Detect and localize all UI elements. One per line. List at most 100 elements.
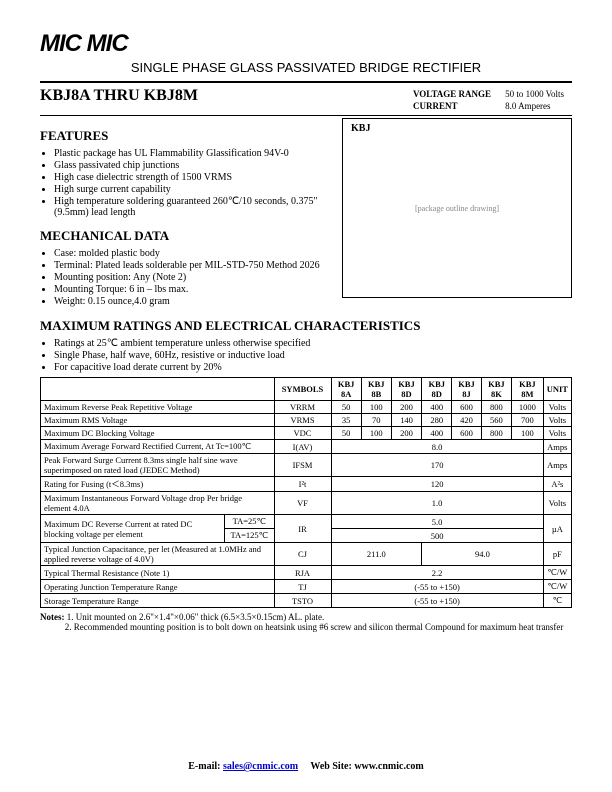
divider	[40, 115, 572, 116]
param-cell: Maximum DC Reverse Current at rated DC b…	[41, 515, 225, 543]
value-cell: 800	[481, 427, 512, 440]
site-label: Web Site:	[310, 761, 351, 772]
symbol-cell: VDC	[274, 427, 331, 440]
unit-cell: ℃/W	[543, 580, 571, 594]
param-cell: Maximum DC Blocking Voltage	[41, 427, 275, 440]
symbol-cell: CJ	[274, 543, 331, 566]
param-cell: Typical Junction Capacitance, per let (M…	[41, 543, 275, 566]
value-cell: 400	[422, 401, 452, 414]
range-block: VOLTAGE RANGE 50 to 1000 Volts CURRENT 8…	[405, 87, 572, 113]
current-label: CURRENT	[407, 101, 497, 111]
list-item: Weight: 0.15 ounce,4.0 gram	[54, 296, 332, 307]
note-1: 1. Unit mounted on 2.6"×1.4"×0.06" thick…	[67, 612, 325, 622]
cond-cell: TA=25℃	[225, 515, 274, 529]
value-cell: 8.0	[331, 440, 543, 454]
current-value: 8.0 Amperes	[499, 101, 570, 111]
symbol-cell: TSTO	[274, 594, 331, 608]
value-cell: 2.2	[331, 566, 543, 580]
ratings-table: SYMBOLSKBJ 8AKBJ 8BKBJ 8DKBJ 8DKBJ 8JKBJ…	[40, 377, 572, 608]
param-cell: Maximum Average Forward Rectified Curren…	[41, 440, 275, 454]
value-cell: (-55 to +150)	[331, 580, 543, 594]
value-cell: 50	[331, 401, 361, 414]
value-cell: 700	[512, 414, 544, 427]
site-url: www.cnmic.com	[354, 761, 423, 772]
divider	[40, 81, 572, 83]
email-link[interactable]: sales@cnmic.com	[223, 761, 298, 772]
header-row: KBJ8A THRU KBJ8M VOLTAGE RANGE 50 to 100…	[40, 87, 572, 113]
symbol-cell: RJA	[274, 566, 331, 580]
param-cell: Maximum Reverse Peak Repetitive Voltage	[41, 401, 275, 414]
value-cell: 600	[452, 401, 481, 414]
value-cell: 100	[512, 427, 544, 440]
unit-cell: µA	[543, 515, 571, 543]
cond-cell: TA=125℃	[225, 529, 274, 543]
value-cell: 400	[422, 427, 452, 440]
value-cell: 35	[331, 414, 361, 427]
ratings-notes-above: Ratings at 25℃ ambient temperature unles…	[54, 338, 572, 373]
email-label: E-mail:	[188, 761, 220, 772]
list-item: For capacitive load derate current by 20…	[54, 362, 572, 373]
value-cell: 500	[331, 529, 543, 543]
table-header: KBJ 8B	[361, 378, 391, 401]
features-list: Plastic package has UL Flammability Glas…	[54, 148, 332, 218]
value-cell: 170	[331, 454, 543, 477]
unit-cell: Volts	[543, 401, 571, 414]
diagram-label: KBJ	[351, 123, 370, 134]
package-diagram: KBJ [package outline drawing]	[342, 118, 572, 298]
table-header: SYMBOLS	[274, 378, 331, 401]
symbol-cell: VF	[274, 492, 331, 515]
param-cell: Maximum RMS Voltage	[41, 414, 275, 427]
list-item: Mounting position: Any (Note 2)	[54, 272, 332, 283]
symbol-cell: VRRM	[274, 401, 331, 414]
value-cell: 94.0	[422, 543, 544, 566]
symbol-cell: IR	[274, 515, 331, 543]
param-cell: Maximum Instantaneous Forward Voltage dr…	[41, 492, 275, 515]
features-title: FEATURES	[40, 128, 332, 144]
param-cell: Typical Thermal Resistance (Note 1)	[41, 566, 275, 580]
unit-cell: pF	[543, 543, 571, 566]
notes: Notes: 1. Unit mounted on 2.6"×1.4"×0.06…	[40, 612, 572, 632]
value-cell: 280	[422, 414, 452, 427]
value-cell: 100	[361, 427, 391, 440]
value-cell: 1000	[512, 401, 544, 414]
part-number: KBJ8A THRU KBJ8M	[40, 87, 198, 105]
table-header: KBJ 8A	[331, 378, 361, 401]
note-2: 2. Recommended mounting position is to b…	[65, 622, 564, 632]
unit-cell: A²s	[543, 477, 571, 492]
value-cell: 600	[452, 427, 481, 440]
list-item: Plastic package has UL Flammability Glas…	[54, 148, 332, 159]
table-header: KBJ 8M	[512, 378, 544, 401]
value-cell: 1.0	[331, 492, 543, 515]
value-cell: 100	[361, 401, 391, 414]
unit-cell: Amps	[543, 440, 571, 454]
logo: MIC MIC	[40, 30, 572, 58]
symbol-cell: IFSM	[274, 454, 331, 477]
list-item: High temperature soldering guaranteed 26…	[54, 196, 332, 218]
list-item: Glass passivated chip junctions	[54, 160, 332, 171]
param-cell: Operating Junction Temperature Range	[41, 580, 275, 594]
list-item: Mounting Torque: 6 in – lbs max.	[54, 284, 332, 295]
notes-label: Notes:	[40, 612, 65, 622]
mechanical-list: Case: molded plastic bodyTerminal: Plate…	[54, 248, 332, 307]
list-item: Ratings at 25℃ ambient temperature unles…	[54, 338, 572, 349]
ratings-title: MAXIMUM RATINGS AND ELECTRICAL CHARACTER…	[40, 318, 572, 334]
value-cell: 420	[452, 414, 481, 427]
table-header: KBJ 8K	[481, 378, 512, 401]
value-cell: 5.0	[331, 515, 543, 529]
list-item: Case: molded plastic body	[54, 248, 332, 259]
value-cell: 70	[361, 414, 391, 427]
mechanical-title: MECHANICAL DATA	[40, 228, 332, 244]
footer: E-mail: sales@cnmic.com Web Site: www.cn…	[0, 761, 612, 772]
unit-cell: Volts	[543, 414, 571, 427]
value-cell: 211.0	[331, 543, 422, 566]
value-cell: (-55 to +150)	[331, 594, 543, 608]
list-item: High surge current capability	[54, 184, 332, 195]
param-cell: Rating for Fusing (t＜8.3ms)	[41, 477, 275, 492]
value-cell: 200	[391, 401, 421, 414]
table-header: KBJ 8D	[422, 378, 452, 401]
symbol-cell: VRMS	[274, 414, 331, 427]
voltage-value: 50 to 1000 Volts	[499, 89, 570, 99]
list-item: Single Phase, half wave, 60Hz, resistive…	[54, 350, 572, 361]
param-cell: Peak Forward Surge Current 8.3ms single …	[41, 454, 275, 477]
unit-cell: Amps	[543, 454, 571, 477]
